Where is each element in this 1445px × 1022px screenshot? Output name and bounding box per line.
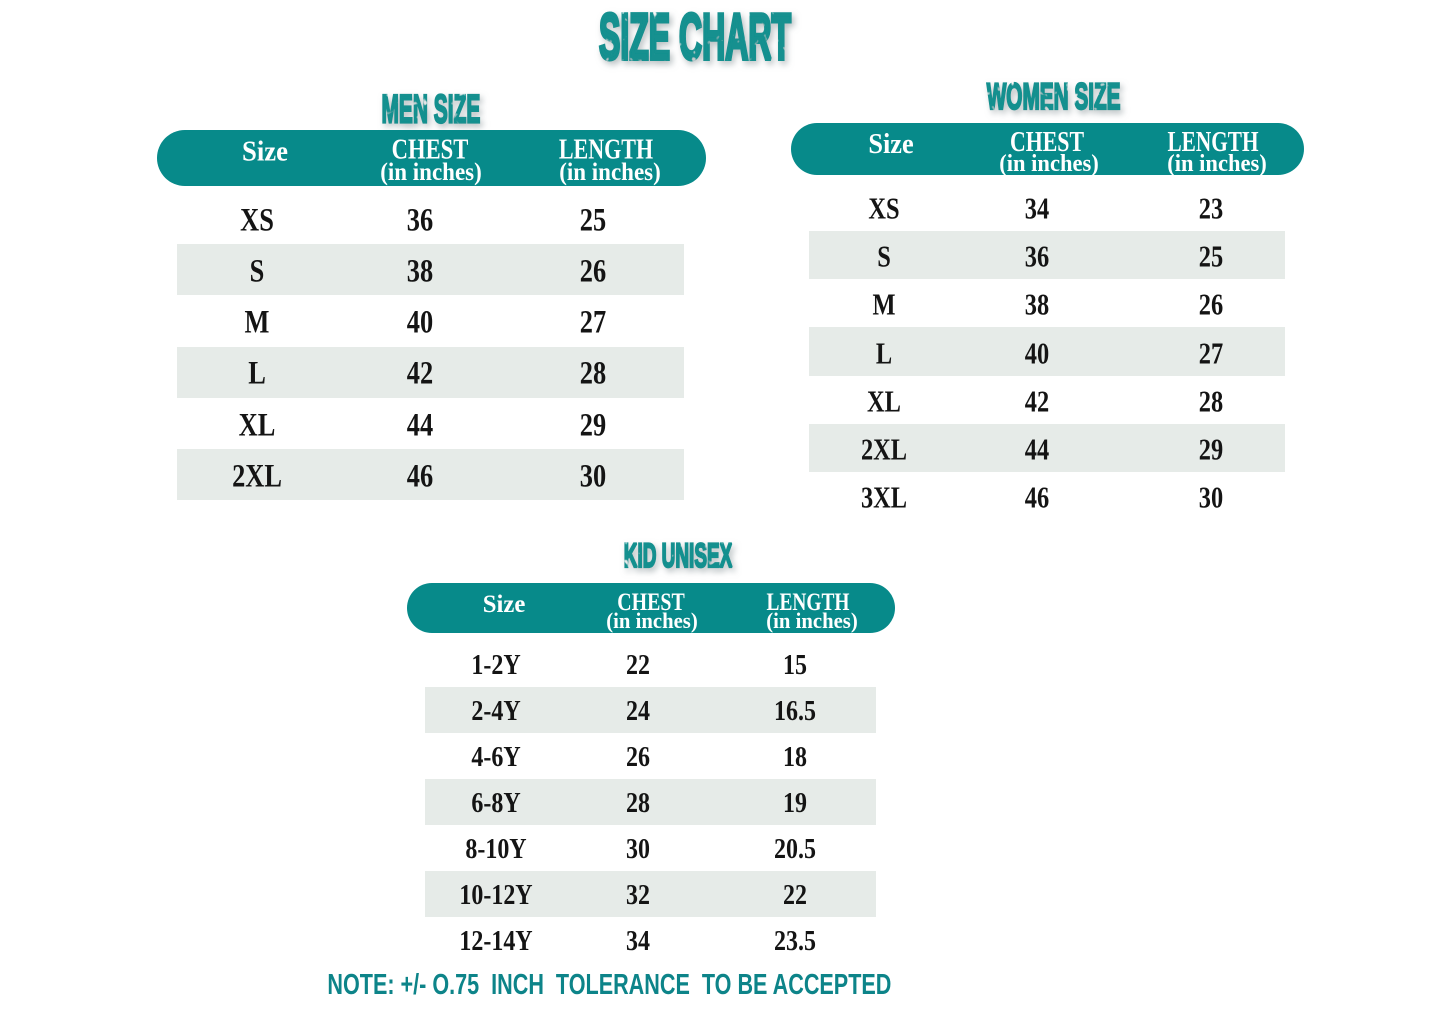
svg-text:SIZE CHART: SIZE CHART	[599, 0, 791, 73]
svg-text:NOTE: +/- O.75 INCH TOLERANC: NOTE: +/- O.75 INCH TOLERANCE TO BE ACCE…	[327, 969, 891, 1001]
svg-text:KID UNISEX: KID UNISEX	[624, 537, 733, 575]
svg-text:WOMEN SIZE: WOMEN SIZE	[987, 76, 1121, 117]
svg-text:MEN SIZE: MEN SIZE	[382, 87, 481, 131]
